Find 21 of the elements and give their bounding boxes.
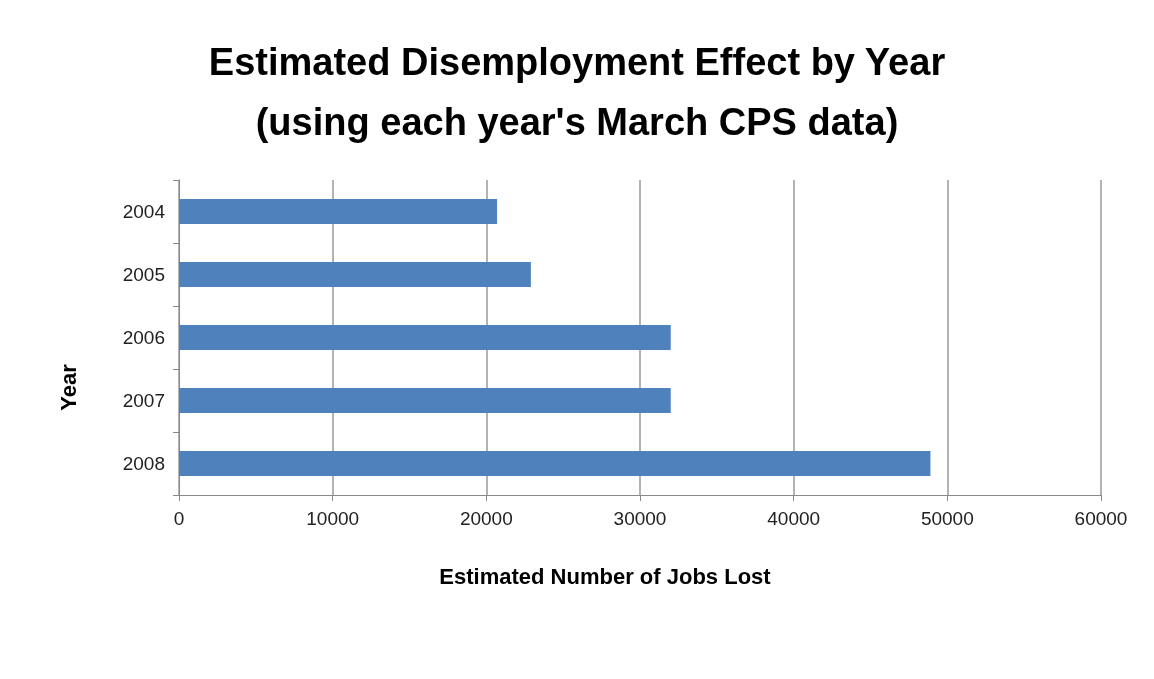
bar <box>179 261 531 288</box>
x-tick-label: 60000 <box>1074 508 1128 529</box>
x-tick-label: 50000 <box>920 508 974 529</box>
bar <box>179 324 671 351</box>
bar <box>179 450 931 477</box>
y-tick-label: 2004 <box>122 201 166 222</box>
y-tick-label: 2007 <box>122 390 165 411</box>
x-axis-title: Estimated Number of Jobs Lost <box>439 563 772 589</box>
bar <box>179 198 498 225</box>
y-axis-title: Year <box>55 363 81 411</box>
x-tick-label: 20000 <box>459 508 513 529</box>
chart-title: Estimated Disemployment Effect by Year <box>208 41 946 83</box>
chart-subtitle: (using each year's March CPS data) <box>255 101 899 143</box>
bar <box>179 387 671 414</box>
x-tick-label: 0 <box>173 508 185 529</box>
y-tick-label: 2006 <box>122 327 165 348</box>
y-tick-label: 2008 <box>122 453 165 474</box>
x-tick-label: 10000 <box>306 508 360 529</box>
y-tick-label: 2005 <box>122 264 165 285</box>
x-tick-label: 40000 <box>767 508 821 529</box>
x-tick-label: 30000 <box>613 508 667 529</box>
